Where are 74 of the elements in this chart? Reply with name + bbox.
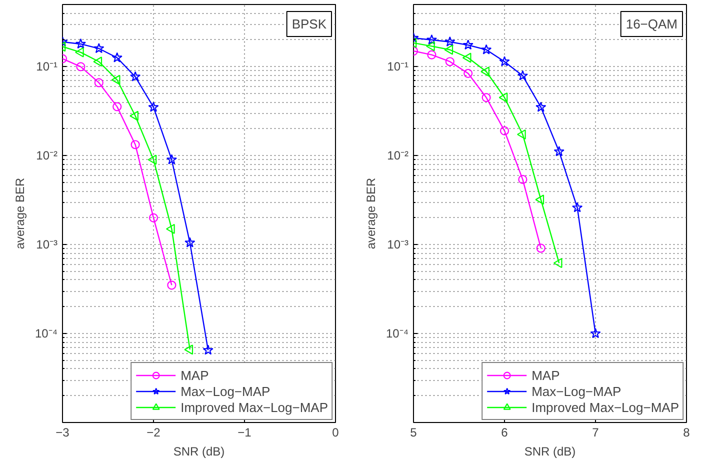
point bbox=[536, 244, 546, 253]
point bbox=[111, 74, 120, 85]
point bbox=[148, 213, 158, 222]
x-axis-title: SNR (dB) bbox=[173, 444, 225, 458]
y-tick-label: 10⁻⁴ bbox=[386, 326, 409, 341]
legend-label: Improved Max−Log−MAP bbox=[532, 399, 679, 415]
point bbox=[480, 66, 490, 77]
point bbox=[500, 126, 510, 136]
point bbox=[464, 68, 473, 78]
point bbox=[112, 102, 122, 112]
point bbox=[148, 154, 157, 165]
y-tick-label: 10⁻¹ bbox=[36, 60, 58, 74]
point bbox=[167, 280, 176, 290]
point bbox=[426, 41, 435, 52]
y-axis-title: average BER bbox=[12, 177, 27, 250]
legend-label: Max−Log−MAP bbox=[532, 383, 622, 399]
point bbox=[148, 102, 159, 112]
point bbox=[76, 62, 86, 72]
point bbox=[480, 44, 492, 54]
y-tick-label: 10⁻² bbox=[36, 148, 58, 163]
legend-label: Max−Log−MAP bbox=[180, 383, 270, 399]
point bbox=[427, 50, 436, 60]
point bbox=[445, 57, 454, 66]
point bbox=[202, 344, 214, 355]
y-tick-label: 10⁻³ bbox=[387, 238, 409, 252]
point bbox=[184, 237, 196, 248]
point bbox=[94, 42, 104, 54]
x-tick-label: 8 bbox=[683, 426, 690, 440]
point bbox=[130, 110, 138, 121]
point bbox=[74, 47, 84, 58]
y-axis-title: average BER bbox=[364, 177, 378, 250]
point bbox=[554, 146, 564, 156]
point bbox=[130, 71, 141, 82]
x-axis-title: SNR (dB) bbox=[524, 444, 576, 458]
annotation: 16−QAM bbox=[626, 16, 678, 32]
point bbox=[498, 92, 508, 103]
point bbox=[444, 36, 456, 46]
x-tick-label: 0 bbox=[332, 426, 340, 440]
point bbox=[553, 258, 562, 268]
point bbox=[112, 52, 122, 62]
point bbox=[166, 224, 175, 234]
point bbox=[499, 56, 510, 66]
legend-label: MAP bbox=[532, 367, 560, 383]
y-tick-label: 10⁻² bbox=[387, 148, 409, 163]
x-tick-label: −2 bbox=[146, 426, 161, 440]
point bbox=[517, 70, 528, 80]
legend-label: MAP bbox=[180, 367, 209, 383]
point bbox=[93, 56, 102, 67]
point bbox=[536, 102, 546, 112]
point bbox=[166, 154, 178, 164]
annotation: BPSK bbox=[292, 16, 327, 32]
point bbox=[130, 140, 140, 150]
x-tick-label: 6 bbox=[501, 426, 508, 440]
point bbox=[94, 78, 104, 88]
x-tick-label: −1 bbox=[238, 426, 252, 440]
y-tick-label: 10⁻¹ bbox=[387, 60, 409, 74]
point bbox=[75, 38, 86, 49]
x-tick-label: 7 bbox=[592, 426, 600, 440]
y-tick-label: 10⁻³ bbox=[36, 238, 58, 252]
point bbox=[184, 344, 194, 355]
point bbox=[518, 174, 528, 184]
point bbox=[516, 129, 526, 140]
point bbox=[535, 194, 544, 205]
legend-label: Improved Max−Log−MAP bbox=[180, 399, 328, 415]
x-tick-label: 5 bbox=[410, 426, 418, 440]
x-tick-label: −3 bbox=[56, 426, 70, 440]
point bbox=[590, 328, 601, 338]
point bbox=[462, 40, 474, 50]
point bbox=[482, 92, 491, 102]
point bbox=[426, 34, 438, 44]
point bbox=[572, 202, 583, 212]
point bbox=[444, 44, 454, 55]
point bbox=[462, 52, 472, 63]
y-tick-label: 10⁻⁴ bbox=[34, 326, 58, 341]
